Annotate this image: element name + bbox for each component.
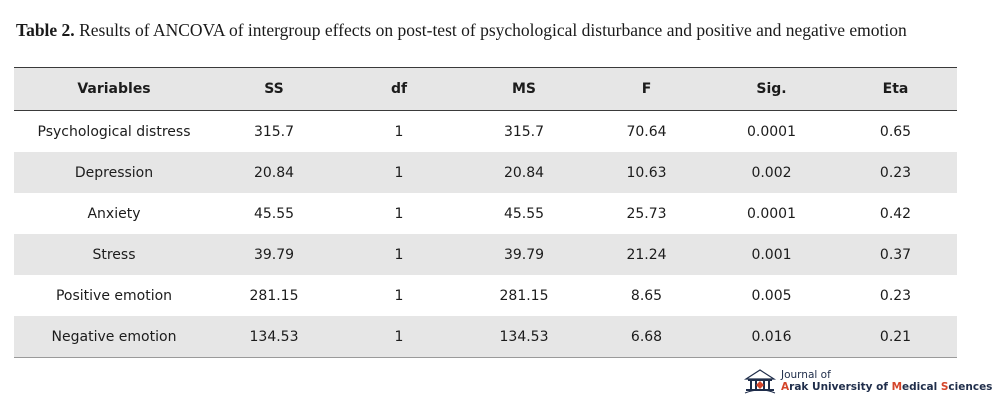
- cell-ms: 45.55: [464, 193, 584, 234]
- cell-ms: 134.53: [464, 316, 584, 358]
- header-sig: Sig.: [709, 67, 834, 111]
- cell-sig: 0.001: [709, 234, 834, 275]
- header-f: F: [584, 67, 709, 111]
- cell-ss: 134.53: [214, 316, 334, 358]
- cell-sig: 0.0001: [709, 110, 834, 152]
- cell-ms: 281.15: [464, 275, 584, 316]
- cell-ms: 315.7: [464, 110, 584, 152]
- cell-eta: 0.23: [834, 152, 957, 193]
- cell-ms: 20.84: [464, 152, 584, 193]
- cell-sig: 0.0001: [709, 193, 834, 234]
- cell-variable: Psychological distress: [14, 110, 214, 152]
- cell-sig: 0.002: [709, 152, 834, 193]
- caption-label: Table 2.: [16, 20, 75, 40]
- cell-ss: 315.7: [214, 110, 334, 152]
- cell-eta: 0.65: [834, 110, 957, 152]
- cell-eta: 0.37: [834, 234, 957, 275]
- table-caption: Table 2. Results of ANCOVA of intergroup…: [16, 20, 976, 41]
- cell-ss: 39.79: [214, 234, 334, 275]
- cell-df: 1: [334, 234, 464, 275]
- header-df: df: [334, 67, 464, 111]
- logo-journal-name: Arak University of Medical Sciences: [781, 381, 993, 393]
- cell-df: 1: [334, 110, 464, 152]
- cell-variable: Depression: [14, 152, 214, 193]
- cell-df: 1: [334, 193, 464, 234]
- journal-logo: Journal of Arak University of Medical Sc…: [743, 367, 992, 395]
- ancova-results-table: Variables SS df MS F Sig. Eta Psychologi…: [14, 67, 957, 358]
- cell-f: 25.73: [584, 193, 709, 234]
- header-ms: MS: [464, 67, 584, 111]
- cell-ss: 20.84: [214, 152, 334, 193]
- table-row: Depression 20.84 1 20.84 10.63 0.002 0.2…: [14, 152, 957, 193]
- header-ss: SS: [214, 67, 334, 111]
- cell-df: 1: [334, 275, 464, 316]
- cell-df: 1: [334, 316, 464, 358]
- header-eta: Eta: [834, 67, 957, 111]
- cell-ss: 45.55: [214, 193, 334, 234]
- header-variables: Variables: [14, 67, 214, 111]
- cell-variable: Stress: [14, 234, 214, 275]
- cell-df: 1: [334, 152, 464, 193]
- table-header-row: Variables SS df MS F Sig. Eta: [14, 67, 957, 111]
- logo-journal-of: Journal of: [781, 369, 831, 381]
- table-row: Anxiety 45.55 1 45.55 25.73 0.0001 0.42: [14, 193, 957, 234]
- cell-sig: 0.005: [709, 275, 834, 316]
- cell-eta: 0.21: [834, 316, 957, 358]
- university-emblem-icon: [743, 369, 777, 394]
- cell-eta: 0.23: [834, 275, 957, 316]
- cell-variable: Anxiety: [14, 193, 214, 234]
- cell-f: 6.68: [584, 316, 709, 358]
- table-row: Psychological distress 315.7 1 315.7 70.…: [14, 110, 957, 152]
- cell-f: 21.24: [584, 234, 709, 275]
- table-row: Positive emotion 281.15 1 281.15 8.65 0.…: [14, 275, 957, 316]
- cell-sig: 0.016: [709, 316, 834, 358]
- table-row: Stress 39.79 1 39.79 21.24 0.001 0.37: [14, 234, 957, 275]
- cell-variable: Negative emotion: [14, 316, 214, 358]
- cell-ss: 281.15: [214, 275, 334, 316]
- table-row: Negative emotion 134.53 1 134.53 6.68 0.…: [14, 316, 957, 358]
- cell-f: 70.64: [584, 110, 709, 152]
- cell-ms: 39.79: [464, 234, 584, 275]
- cell-eta: 0.42: [834, 193, 957, 234]
- caption-text: Results of ANCOVA of intergroup effects …: [74, 20, 907, 40]
- cell-f: 10.63: [584, 152, 709, 193]
- cell-f: 8.65: [584, 275, 709, 316]
- cell-variable: Positive emotion: [14, 275, 214, 316]
